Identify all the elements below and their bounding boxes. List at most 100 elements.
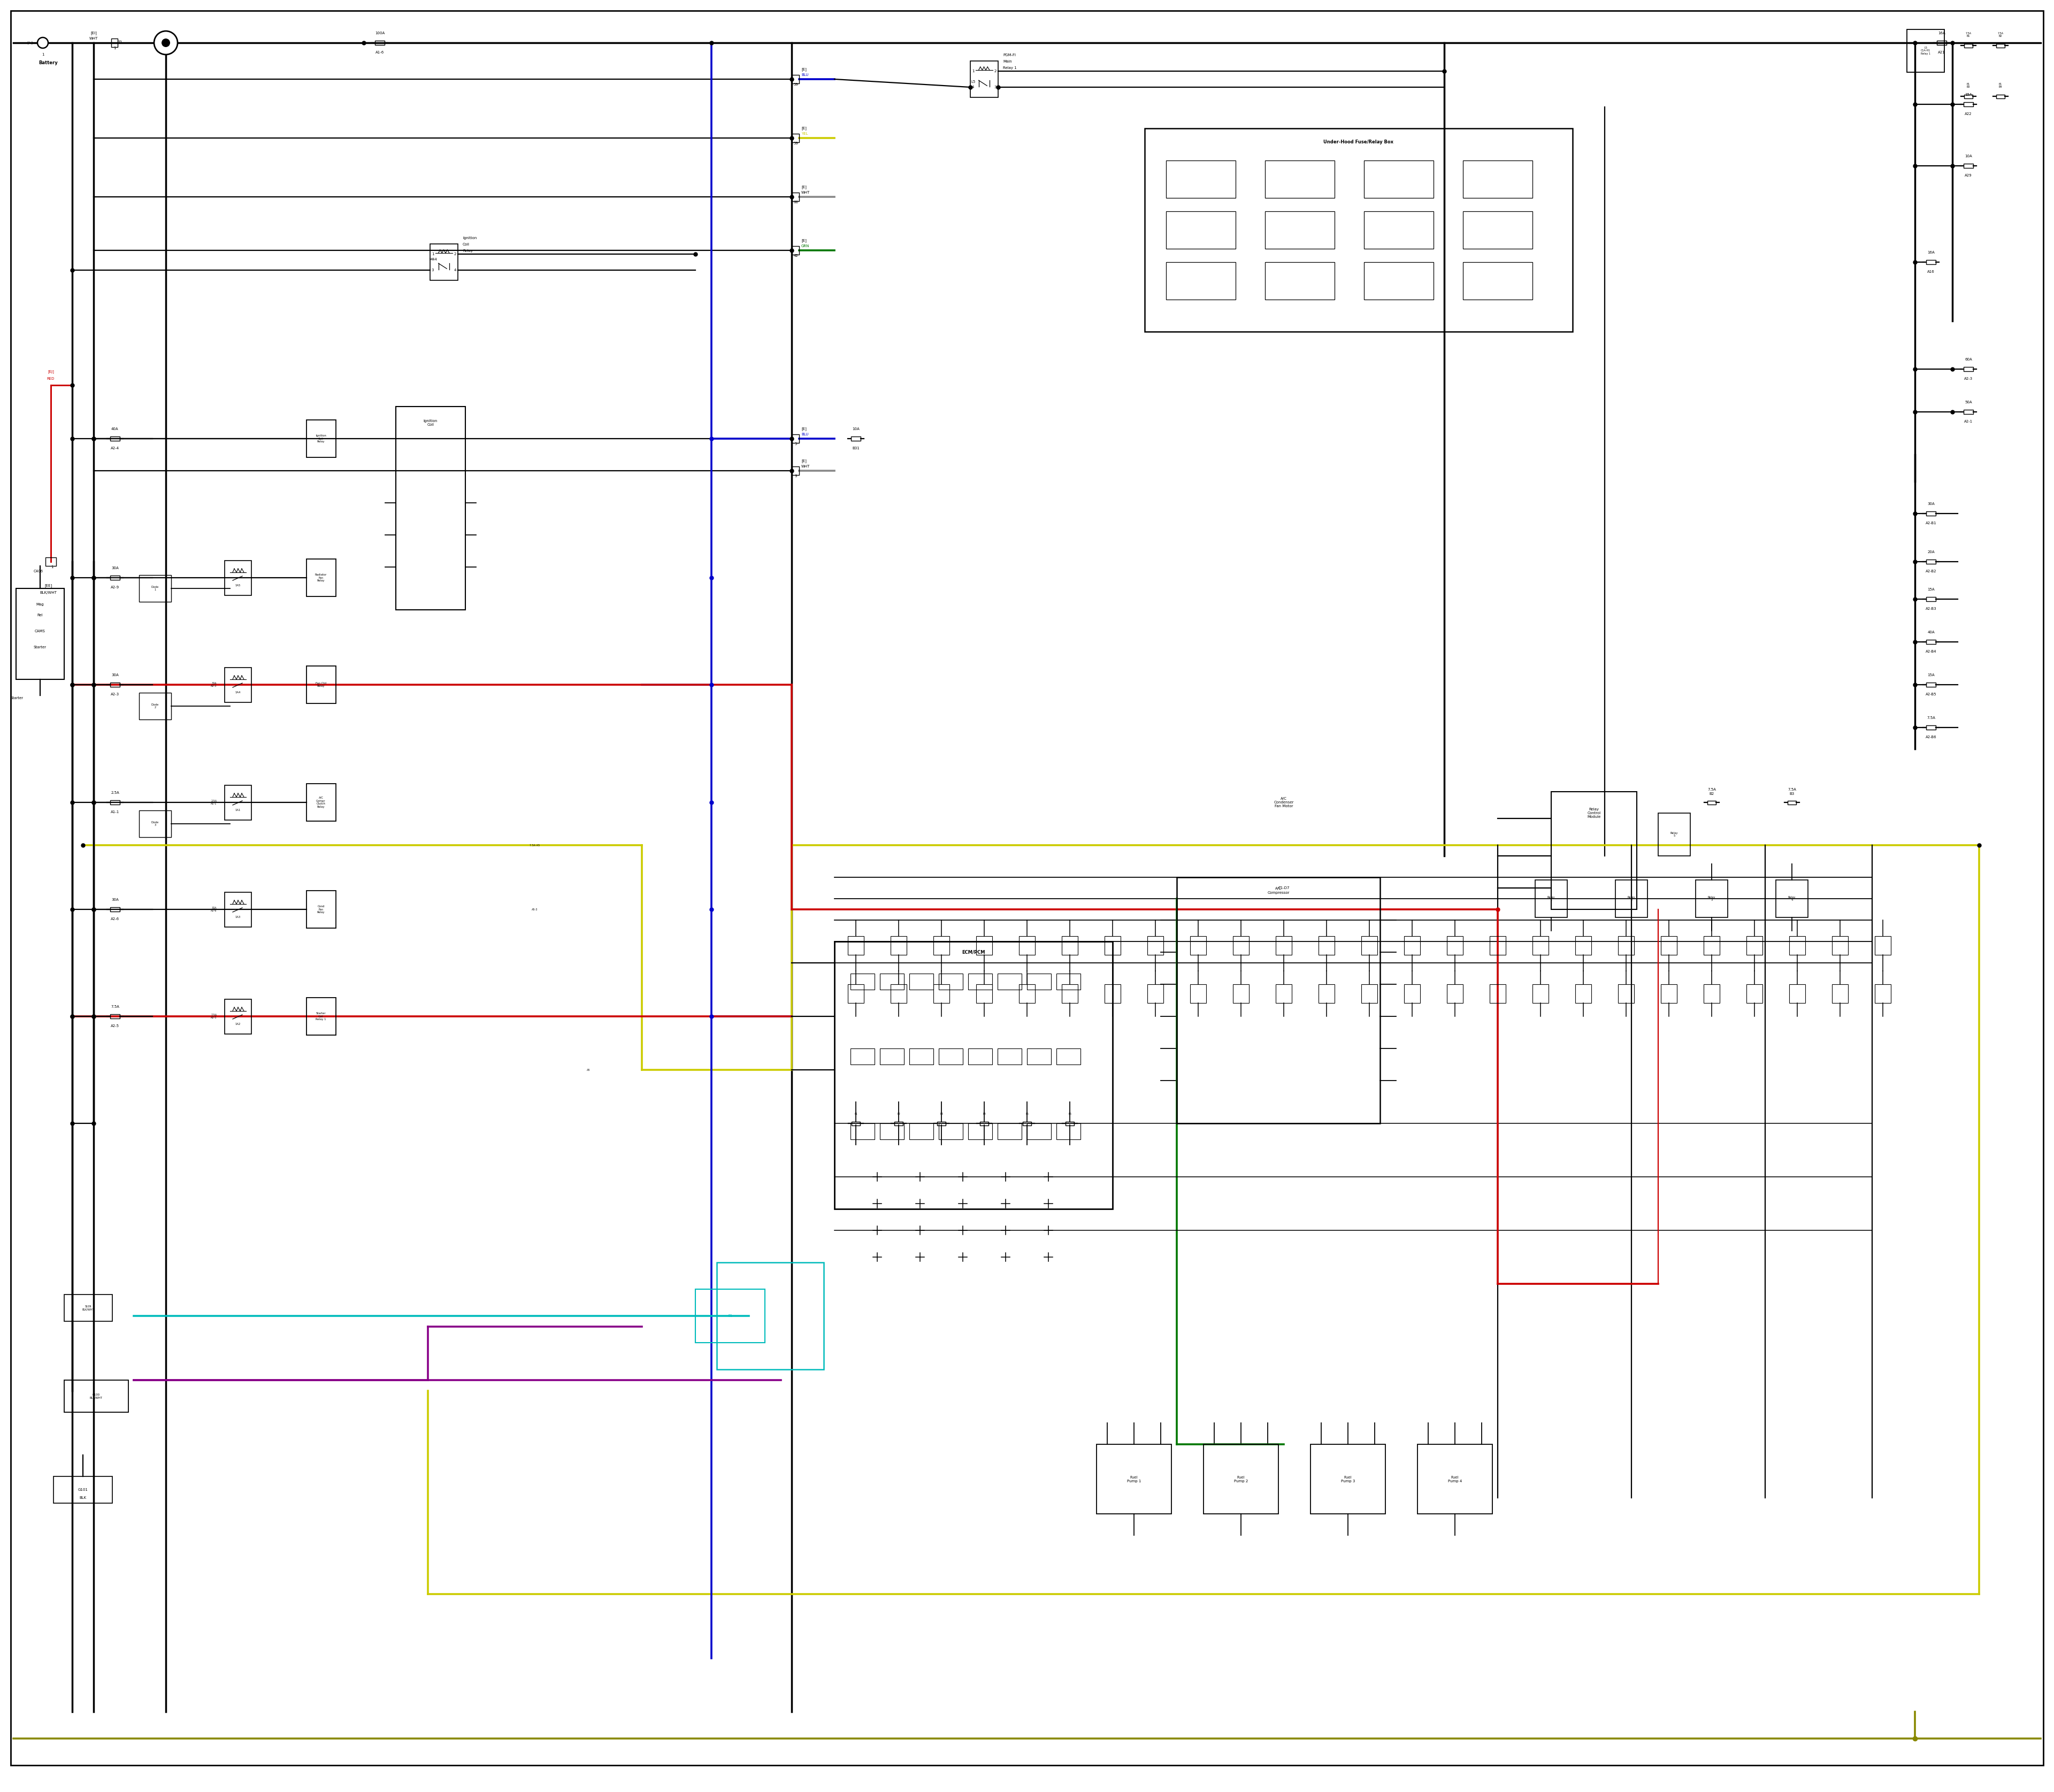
Bar <box>1446 935 1462 955</box>
Bar <box>1927 511 1935 516</box>
Text: 2.5A: 2.5A <box>111 790 119 794</box>
Bar <box>111 907 119 912</box>
Bar <box>1364 262 1434 299</box>
Bar <box>1937 41 1947 45</box>
Text: A29: A29 <box>1966 174 1972 177</box>
Text: G100
BLK/WHT: G100 BLK/WHT <box>90 1392 103 1400</box>
Bar <box>1319 935 1335 955</box>
Bar <box>1619 935 1635 955</box>
Bar <box>1417 1444 1493 1514</box>
Text: F1: F1 <box>854 1113 857 1115</box>
Text: C1-D7: C1-D7 <box>1278 887 1290 889</box>
Text: 2: 2 <box>454 253 456 256</box>
Text: 1: 1 <box>431 253 433 256</box>
Text: 10A: 10A <box>1966 154 1972 158</box>
Text: F2: F2 <box>898 1113 900 1115</box>
Text: A5: A5 <box>587 1068 589 1072</box>
Text: Rel: Rel <box>37 613 43 616</box>
Bar <box>1019 984 1035 1004</box>
Bar <box>306 559 337 597</box>
Bar <box>791 75 799 84</box>
Text: A1-1: A1-1 <box>111 810 119 814</box>
Text: WHT: WHT <box>801 464 809 468</box>
Text: M44: M44 <box>429 258 438 262</box>
Bar <box>1964 163 1974 168</box>
Circle shape <box>162 38 170 47</box>
Bar <box>1927 260 1935 263</box>
Bar <box>850 1048 875 1064</box>
Text: 1: 1 <box>972 70 974 73</box>
Bar <box>1189 935 1206 955</box>
Text: Relay: Relay <box>462 249 472 253</box>
Bar <box>1787 801 1795 805</box>
Bar <box>791 246 799 254</box>
Text: Diode
1: Diode 1 <box>152 586 158 591</box>
Bar <box>1658 814 1690 857</box>
Bar <box>1964 43 1972 48</box>
Text: A2-9: A2-9 <box>111 586 119 590</box>
Bar <box>1551 792 1637 909</box>
Text: Starter
Coil
Relay 1: Starter Coil Relay 1 <box>316 1012 327 1021</box>
Text: 42: 42 <box>793 254 799 258</box>
Bar <box>1927 597 1935 602</box>
Bar <box>1746 935 1762 955</box>
Text: (+): (+) <box>27 41 33 45</box>
Bar <box>910 973 933 989</box>
Text: C1: C1 <box>727 1314 733 1317</box>
Text: Starter: Starter <box>33 645 47 649</box>
Text: Relay
4: Relay 4 <box>1789 896 1795 901</box>
Bar <box>1927 640 1935 643</box>
Bar <box>1964 102 1974 106</box>
Text: 15A: 15A <box>1927 588 1935 591</box>
Bar <box>1697 880 1727 918</box>
Bar <box>1875 935 1892 955</box>
Bar <box>1167 262 1237 299</box>
Bar <box>429 244 458 280</box>
Text: 20A: 20A <box>1927 550 1935 554</box>
Bar <box>1489 935 1506 955</box>
Text: A2-B5: A2-B5 <box>1925 694 1937 695</box>
Bar <box>1056 1124 1080 1140</box>
Text: F5: F5 <box>1025 1113 1029 1115</box>
Bar <box>1105 984 1121 1004</box>
Text: [E]: [E] <box>801 185 807 188</box>
Bar <box>1405 984 1419 1004</box>
Bar <box>998 1124 1021 1140</box>
Text: Ignition
Coil
Relay: Ignition Coil Relay <box>316 434 327 443</box>
Text: S109
BLK/WHT: S109 BLK/WHT <box>82 1305 94 1310</box>
Bar <box>937 1122 945 1125</box>
Text: 2.5A
A1-1: 2.5A A1-1 <box>212 799 218 805</box>
Bar <box>791 192 799 201</box>
Text: Fuel
Pump 1: Fuel Pump 1 <box>1128 1475 1142 1482</box>
Bar <box>1148 984 1163 1004</box>
Bar <box>791 434 799 443</box>
Bar <box>1276 984 1292 1004</box>
Text: RED: RED <box>47 376 55 380</box>
Bar <box>1062 935 1078 955</box>
Bar <box>306 667 337 704</box>
Bar <box>1927 559 1935 564</box>
Text: F6: F6 <box>1068 1113 1072 1115</box>
Bar <box>306 419 337 457</box>
Text: GRN: GRN <box>801 244 809 247</box>
Bar <box>376 41 384 45</box>
Bar <box>1832 935 1849 955</box>
Bar <box>1789 935 1805 955</box>
Text: L5
C1A-H1
Relay 1: L5 C1A-H1 Relay 1 <box>1920 47 1931 56</box>
Text: Radiator
Fan
Relay: Radiator Fan Relay <box>314 573 327 582</box>
Bar <box>967 973 992 989</box>
Bar <box>1265 262 1335 299</box>
Bar <box>1777 880 1808 918</box>
Bar <box>1462 161 1532 197</box>
Bar <box>224 561 251 595</box>
Text: A16: A16 <box>1927 271 1935 274</box>
Text: 7.5A: 7.5A <box>1927 717 1935 719</box>
Text: 59: 59 <box>793 82 799 86</box>
Bar <box>1276 935 1292 955</box>
Bar <box>933 935 949 955</box>
Text: L5: L5 <box>972 81 976 84</box>
Text: Fuel
Pump 4: Fuel Pump 4 <box>1448 1475 1462 1482</box>
Bar <box>306 998 337 1036</box>
Text: WHT: WHT <box>88 38 99 39</box>
Bar <box>45 557 55 566</box>
